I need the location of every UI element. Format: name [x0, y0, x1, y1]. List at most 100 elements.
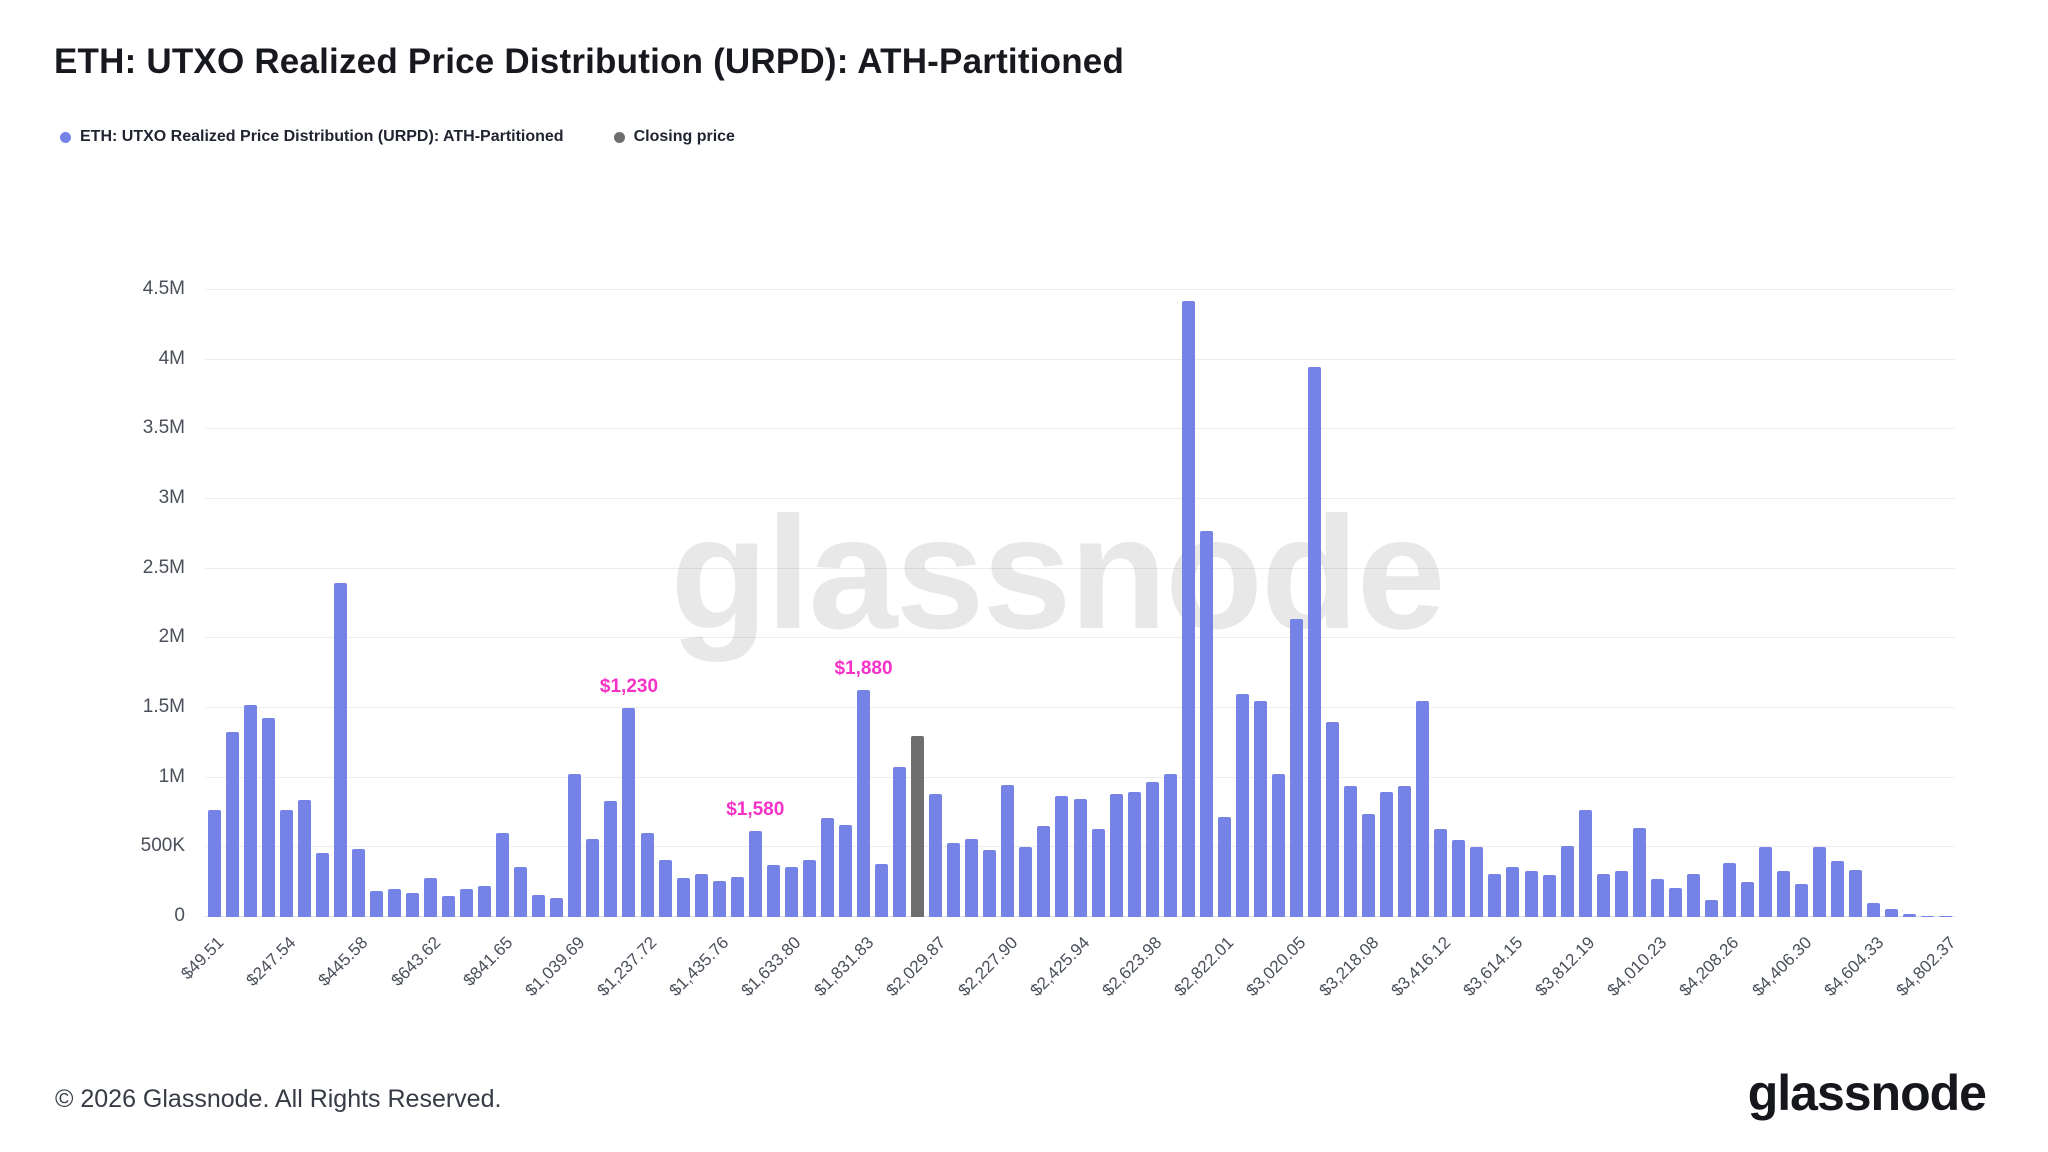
bar[interactable] [1704, 900, 1718, 917]
bar[interactable] [766, 865, 780, 917]
bar[interactable] [207, 809, 221, 917]
bar[interactable] [1777, 871, 1791, 917]
bar[interactable] [1344, 786, 1358, 917]
bar[interactable] [1939, 915, 1953, 917]
bar[interactable] [1759, 847, 1773, 917]
bar[interactable] [496, 833, 510, 917]
bar[interactable] [1650, 879, 1664, 917]
gridline [205, 776, 1955, 778]
bar[interactable] [297, 799, 311, 917]
bar[interactable] [1831, 861, 1845, 917]
bar[interactable] [622, 708, 636, 917]
bar[interactable] [369, 890, 383, 917]
bar[interactable] [1614, 871, 1628, 917]
bar[interactable] [730, 876, 744, 917]
bar[interactable] [1596, 873, 1610, 917]
bar[interactable] [1849, 869, 1863, 917]
bar[interactable] [1091, 829, 1105, 917]
bar[interactable] [694, 873, 708, 917]
bar[interactable] [1795, 883, 1809, 917]
bar[interactable] [983, 850, 997, 917]
bar[interactable] [225, 731, 239, 917]
bar[interactable] [1903, 914, 1917, 917]
bar[interactable] [351, 848, 365, 917]
bar[interactable] [1163, 773, 1177, 917]
bar[interactable] [1308, 366, 1322, 917]
bar[interactable] [532, 894, 546, 917]
bar[interactable] [820, 818, 834, 917]
bar[interactable] [929, 794, 943, 917]
bar[interactable] [1488, 873, 1502, 917]
bar[interactable] [333, 582, 347, 917]
bar[interactable] [1181, 301, 1195, 917]
bar[interactable] [1632, 827, 1646, 917]
bar[interactable] [802, 859, 816, 917]
bar[interactable] [1668, 887, 1682, 917]
legend-item-closing-price[interactable]: Closing price [613, 128, 735, 146]
bar[interactable] [1145, 781, 1159, 917]
bar[interactable] [387, 889, 401, 917]
bar[interactable] [550, 897, 564, 917]
bar[interactable] [1416, 701, 1430, 917]
bar[interactable] [965, 838, 979, 917]
legend-item-urpd[interactable]: ETH: UTXO Realized Price Distribution (U… [60, 128, 564, 146]
bar[interactable] [1867, 903, 1881, 917]
bar[interactable] [1578, 809, 1592, 917]
bar[interactable] [405, 893, 419, 917]
bar[interactable] [1686, 873, 1700, 917]
bar[interactable] [1506, 866, 1520, 917]
bar[interactable] [658, 859, 672, 917]
bar[interactable] [1434, 829, 1448, 917]
bar[interactable] [784, 866, 798, 917]
bar[interactable] [857, 689, 870, 917]
bar[interactable] [1560, 845, 1574, 917]
bar[interactable] [676, 878, 690, 917]
bar[interactable] [1217, 816, 1231, 917]
bar[interactable] [604, 801, 618, 917]
bar[interactable] [1199, 531, 1213, 917]
bar[interactable] [875, 864, 889, 917]
bar[interactable] [1127, 791, 1141, 917]
bar[interactable] [1542, 875, 1556, 917]
bar[interactable] [586, 838, 600, 917]
bar[interactable] [243, 705, 257, 917]
bar[interactable] [1019, 847, 1033, 917]
bar[interactable] [1813, 847, 1827, 917]
bar[interactable] [1271, 773, 1285, 917]
bar[interactable] [261, 717, 275, 917]
bar[interactable] [838, 825, 852, 917]
bar[interactable] [1055, 795, 1069, 917]
bar[interactable] [442, 896, 456, 917]
bar[interactable] [279, 809, 293, 917]
bar[interactable] [460, 889, 474, 917]
bar[interactable] [315, 852, 329, 917]
bar[interactable] [568, 773, 582, 917]
bar[interactable] [640, 833, 654, 917]
bar[interactable] [1722, 862, 1736, 917]
bar[interactable] [712, 880, 726, 917]
bar[interactable] [1073, 798, 1087, 917]
bar[interactable] [478, 886, 492, 917]
closing-price-bar[interactable] [911, 735, 925, 917]
bar[interactable] [748, 830, 762, 917]
bar[interactable] [1380, 791, 1394, 917]
bar[interactable] [1109, 794, 1123, 917]
bar[interactable] [1289, 618, 1303, 917]
bar[interactable] [1037, 826, 1051, 917]
bar[interactable] [1885, 908, 1899, 917]
bar[interactable] [1326, 721, 1340, 917]
bar[interactable] [1001, 784, 1015, 917]
bar[interactable] [1235, 694, 1249, 917]
bar[interactable] [1253, 701, 1267, 917]
bar[interactable] [1362, 813, 1376, 917]
bar[interactable] [424, 878, 437, 917]
bar[interactable] [1524, 871, 1538, 917]
bar[interactable] [1921, 915, 1935, 917]
bar[interactable] [1741, 882, 1755, 917]
bar[interactable] [947, 843, 961, 917]
bar[interactable] [514, 866, 528, 917]
bar[interactable] [1470, 847, 1484, 917]
bar[interactable] [1398, 786, 1412, 917]
bar[interactable] [893, 766, 907, 917]
bar[interactable] [1452, 840, 1466, 917]
